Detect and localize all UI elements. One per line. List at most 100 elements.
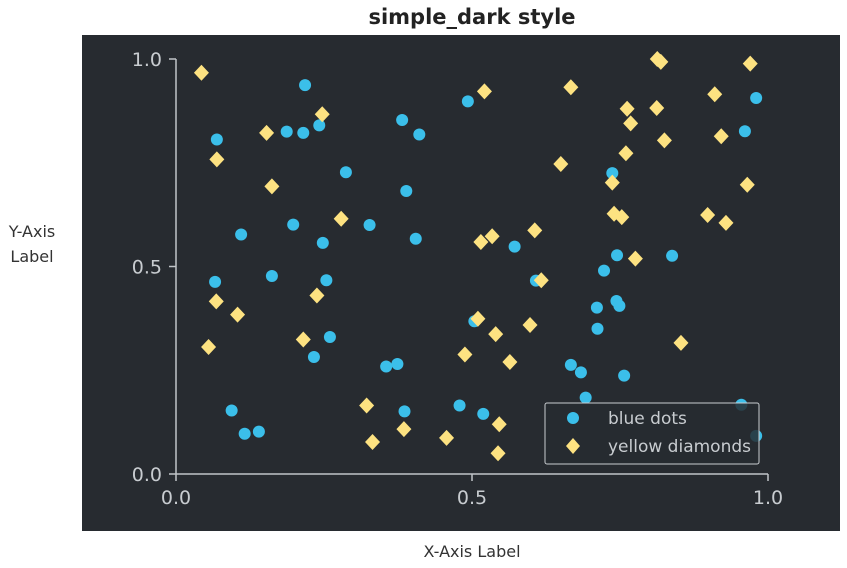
yellow-diamond-point: [365, 434, 381, 451]
blue-dot-point: [391, 358, 404, 371]
blue-dot-point: [574, 366, 587, 379]
blue-dot-point: [297, 126, 310, 139]
blue-dot-point: [453, 399, 466, 412]
blue-dot-point: [380, 360, 393, 373]
blue-dot-point: [564, 358, 577, 371]
blue-dot-point: [738, 125, 751, 138]
blue-dot-point: [396, 114, 409, 127]
yellow-diamond-point: [208, 293, 224, 310]
data-marks: [193, 51, 763, 462]
yellow-diamond-point: [230, 306, 246, 323]
yellow-diamond-point: [457, 346, 473, 363]
blue-dot-point: [461, 95, 474, 108]
blue-dot-point: [299, 79, 312, 92]
yellow-diamond-point: [201, 339, 217, 356]
yellow-diamond-point: [713, 128, 729, 145]
yellow-diamond-point: [656, 132, 672, 149]
x-tick-label: 0.5: [457, 487, 487, 509]
yellow-diamond-point: [614, 209, 630, 226]
blue-dot-point: [508, 240, 521, 253]
yellow-diamond-point: [623, 115, 639, 132]
yellow-diamond-point: [553, 155, 569, 172]
yellow-diamond-point: [604, 174, 620, 191]
yellow-diamond-point: [522, 317, 538, 334]
yellow-diamond-point: [649, 99, 665, 116]
x-tick-label: 0.0: [161, 487, 191, 509]
blue-dot-point: [400, 184, 413, 197]
legend: blue dots yellow diamonds: [544, 402, 760, 465]
legend-marker-blue-dots: [567, 412, 579, 424]
blue-dot-point: [280, 125, 293, 138]
blue-dot-point: [579, 391, 592, 404]
blue-dot-point: [265, 270, 278, 283]
yellow-diamond-point: [673, 334, 689, 351]
yellow-diamond-point: [619, 100, 635, 117]
yellow-diamond-point: [484, 228, 500, 245]
chart-title: simple_dark style: [368, 5, 575, 29]
blue-dot-point: [316, 236, 329, 249]
yellow-diamond-point: [359, 397, 375, 414]
blue-dot-point: [238, 427, 251, 440]
blue-dot-point: [613, 299, 626, 312]
y-axis-label: Y-Axis Label: [8, 222, 56, 266]
blue-dot-point: [307, 350, 320, 363]
blue-dot-point: [339, 166, 352, 179]
yellow-diamond-point: [439, 429, 455, 446]
blue-dot-point: [606, 167, 619, 180]
legend-box: [544, 402, 760, 465]
yellow-diamond-point: [563, 79, 579, 96]
axis-ticks: 0.0 0.5 1.0 0.0 0.5 1.0: [132, 49, 783, 509]
x-tick-label: 1.0: [753, 487, 783, 509]
yellow-diamond-point: [502, 353, 518, 370]
yellow-diamond-point: [707, 86, 723, 103]
yellow-diamond-point: [742, 55, 758, 72]
yellow-diamond-point: [627, 250, 643, 267]
yellow-diamond-point: [533, 272, 549, 289]
blue-dot-point: [225, 404, 238, 417]
blue-dot-point: [477, 407, 490, 420]
yellow-diamond-point: [209, 151, 225, 168]
yellow-diamond-point: [295, 331, 311, 348]
yellow-diamond-point: [333, 210, 349, 227]
blue-dot-point: [409, 232, 422, 245]
yellow-diamond-point: [309, 287, 325, 304]
blue-dot-point: [323, 331, 336, 344]
yellow-diamond-point: [314, 106, 330, 123]
blue-dot-point: [590, 301, 603, 314]
legend-label-blue-dots: blue dots: [608, 409, 687, 429]
blue-dot-point: [320, 274, 333, 287]
yellow-diamond-point: [527, 222, 543, 239]
y-tick-label: 1.0: [132, 49, 162, 71]
blue-dot-point: [618, 369, 631, 382]
legend-marker-yellow-diamonds: [566, 438, 580, 454]
blue-dot-point: [413, 128, 426, 141]
yellow-diamond-point: [476, 83, 492, 100]
yellow-diamond-point: [193, 64, 209, 81]
blue-dot-point: [235, 228, 248, 241]
blue-dot-point: [287, 218, 300, 231]
yellow-diamond-point: [739, 176, 755, 193]
blue-dot-point: [313, 119, 326, 132]
yellow-diamond-point: [490, 445, 506, 462]
yellow-diamond-point: [264, 178, 280, 195]
blue-dot-point: [209, 275, 222, 288]
blue-dot-point: [598, 264, 611, 277]
y-tick-label: 0.0: [132, 464, 162, 486]
yellow-diamond-point: [488, 326, 504, 343]
blue-dot-point: [252, 425, 265, 438]
blue-dot-point: [398, 405, 411, 418]
yellow-diamond-point: [618, 145, 634, 162]
blue-dot-point: [591, 322, 604, 335]
y-tick-label: 0.5: [132, 257, 162, 279]
blue-dot-point: [363, 219, 376, 231]
yellow-diamond-point: [491, 416, 507, 433]
yellow-diamond-point: [396, 421, 412, 438]
yellow-diamond-point: [718, 214, 734, 231]
blue-dot-point: [611, 249, 624, 262]
x-axis-label: X-Axis Label: [423, 542, 520, 561]
yellow-diamond-point: [700, 207, 716, 224]
yellow-diamond-point: [473, 234, 489, 251]
yellow-diamond-point: [259, 124, 275, 141]
blue-dot-point: [666, 249, 679, 262]
